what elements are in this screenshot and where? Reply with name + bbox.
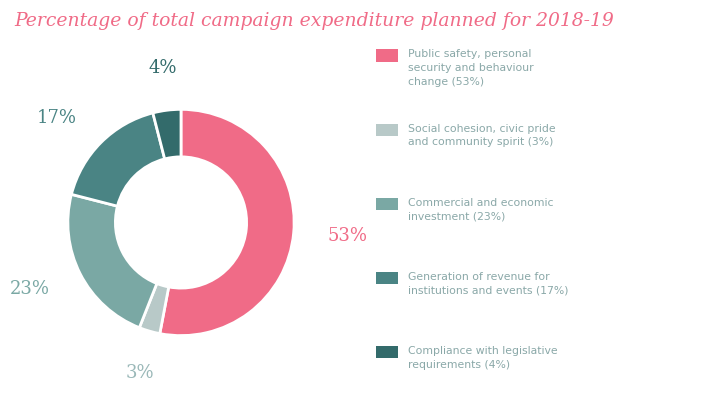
Wedge shape [153,109,181,159]
Text: 23%: 23% [10,280,50,298]
Text: 53%: 53% [327,227,367,245]
Text: 17%: 17% [37,110,77,127]
Wedge shape [139,283,169,334]
Text: Generation of revenue for
institutions and events (17%): Generation of revenue for institutions a… [408,272,568,295]
Wedge shape [160,109,294,336]
Text: Compliance with legislative
requirements (4%): Compliance with legislative requirements… [408,346,557,370]
Wedge shape [68,194,157,328]
Text: 3%: 3% [126,364,154,382]
Wedge shape [72,113,164,206]
Text: 4%: 4% [148,59,177,77]
Text: Social cohesion, civic pride
and community spirit (3%): Social cohesion, civic pride and communi… [408,124,555,147]
Text: Commercial and economic
investment (23%): Commercial and economic investment (23%) [408,198,553,221]
Text: Percentage of total campaign expenditure planned for 2018-19: Percentage of total campaign expenditure… [14,12,614,30]
Text: Public safety, personal
security and behaviour
change (53%): Public safety, personal security and beh… [408,49,534,87]
